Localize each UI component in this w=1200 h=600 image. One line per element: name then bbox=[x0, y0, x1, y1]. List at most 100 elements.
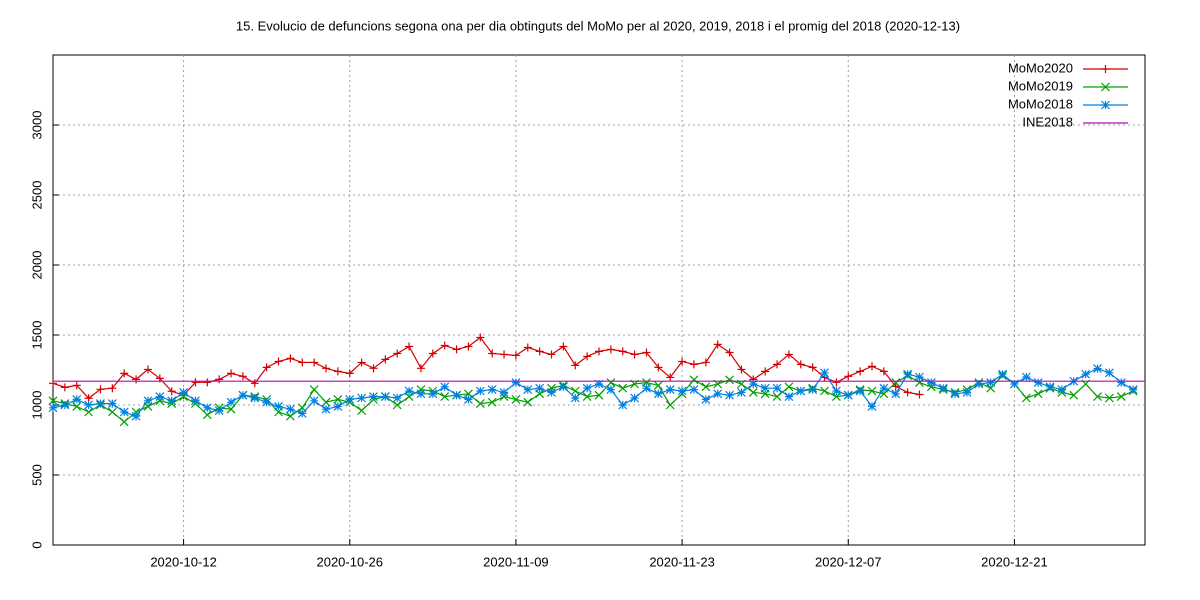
point-marker bbox=[571, 361, 580, 370]
point-marker bbox=[879, 383, 889, 393]
point-marker bbox=[879, 367, 888, 376]
point-marker bbox=[333, 394, 343, 404]
point-marker bbox=[464, 394, 473, 404]
point-marker bbox=[843, 390, 853, 400]
point-marker bbox=[784, 392, 794, 402]
point-marker bbox=[856, 367, 865, 376]
point-marker bbox=[119, 407, 129, 417]
point-marker bbox=[938, 383, 948, 393]
point-marker bbox=[891, 378, 901, 388]
point-marker bbox=[689, 385, 699, 395]
point-marker bbox=[772, 392, 782, 402]
legend-label: INE2018 bbox=[1022, 114, 1073, 129]
point-marker bbox=[60, 400, 70, 410]
point-marker bbox=[440, 392, 450, 402]
point-marker bbox=[1093, 364, 1102, 374]
point-marker bbox=[143, 365, 152, 374]
point-marker bbox=[357, 406, 367, 416]
point-marker bbox=[84, 407, 94, 417]
point-marker bbox=[155, 392, 165, 402]
point-marker bbox=[523, 385, 533, 395]
point-marker bbox=[107, 407, 117, 417]
point-marker bbox=[238, 390, 248, 400]
point-marker bbox=[642, 383, 651, 393]
point-marker bbox=[487, 397, 497, 407]
chart-title: 15. Evolucio de defuncions segona ona pe… bbox=[236, 18, 960, 33]
point-marker bbox=[1021, 393, 1031, 403]
point-marker bbox=[262, 397, 272, 407]
x-tick-label: 2020-12-07 bbox=[815, 554, 882, 569]
point-marker bbox=[179, 387, 188, 397]
point-marker bbox=[1101, 65, 1110, 73]
point-marker bbox=[452, 345, 461, 354]
y-tick-label: 1500 bbox=[29, 321, 44, 350]
point-marker bbox=[701, 358, 710, 367]
point-marker bbox=[49, 379, 57, 388]
plot-frame bbox=[52, 54, 1146, 546]
point-marker bbox=[416, 364, 425, 373]
point-marker bbox=[618, 347, 627, 356]
point-marker bbox=[226, 397, 236, 407]
point-marker bbox=[1116, 392, 1126, 402]
point-marker bbox=[737, 365, 746, 374]
point-marker bbox=[214, 406, 224, 416]
y-tick-label: 1000 bbox=[29, 391, 44, 420]
point-marker bbox=[262, 363, 271, 372]
point-marker bbox=[60, 383, 69, 392]
point-marker bbox=[274, 401, 283, 411]
legend-label: MoMo2019 bbox=[1008, 78, 1073, 93]
point-marker bbox=[665, 385, 675, 395]
point-marker bbox=[653, 380, 663, 390]
point-marker bbox=[748, 379, 758, 389]
point-marker bbox=[773, 360, 782, 369]
point-marker bbox=[832, 378, 841, 387]
point-marker bbox=[215, 375, 224, 384]
point-marker bbox=[120, 369, 129, 378]
point-marker bbox=[570, 386, 580, 396]
y-tick-label: 0 bbox=[29, 541, 44, 548]
point-marker bbox=[903, 388, 912, 397]
point-marker bbox=[167, 396, 177, 406]
point-marker bbox=[630, 350, 639, 359]
point-marker bbox=[1081, 369, 1091, 379]
point-marker bbox=[523, 343, 532, 352]
point-marker bbox=[855, 386, 865, 396]
point-marker bbox=[891, 382, 900, 391]
point-marker bbox=[523, 397, 533, 407]
point-marker bbox=[274, 357, 283, 366]
point-marker bbox=[796, 360, 805, 369]
point-marker bbox=[748, 387, 758, 397]
point-marker bbox=[96, 399, 105, 409]
point-marker bbox=[499, 387, 509, 397]
point-marker bbox=[167, 387, 176, 396]
point-marker bbox=[321, 397, 331, 407]
point-marker bbox=[119, 417, 129, 427]
point-marker bbox=[558, 382, 568, 392]
point-marker bbox=[784, 350, 793, 359]
point-marker bbox=[475, 386, 485, 396]
point-marker bbox=[594, 379, 604, 389]
point-marker bbox=[202, 403, 212, 413]
point-marker bbox=[238, 372, 247, 381]
point-marker bbox=[1104, 393, 1114, 403]
point-marker bbox=[689, 375, 699, 385]
y-tick-label: 500 bbox=[29, 464, 44, 486]
point-marker bbox=[713, 340, 722, 349]
point-marker bbox=[1116, 378, 1126, 388]
point-marker bbox=[820, 368, 829, 378]
y-tick-label: 2500 bbox=[29, 181, 44, 210]
point-marker bbox=[131, 411, 141, 421]
point-marker bbox=[618, 400, 628, 410]
point-marker bbox=[369, 364, 378, 373]
point-marker bbox=[559, 342, 568, 351]
series-line bbox=[52, 374, 1134, 423]
x-tick-label: 2020-11-23 bbox=[649, 554, 715, 569]
x-tick-label: 2020-12-21 bbox=[981, 554, 1048, 569]
point-marker bbox=[310, 358, 319, 367]
point-marker bbox=[511, 394, 521, 404]
point-marker bbox=[868, 362, 876, 371]
point-marker bbox=[380, 392, 390, 402]
point-marker bbox=[1021, 372, 1031, 382]
x-tick-label: 2020-10-26 bbox=[316, 554, 383, 569]
